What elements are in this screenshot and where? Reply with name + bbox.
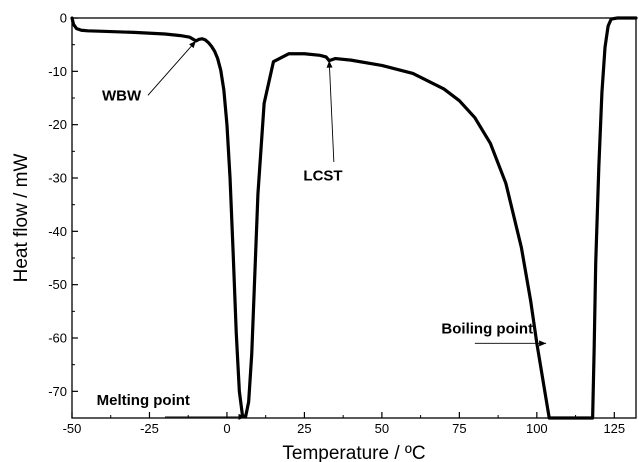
lcst-arrowhead — [326, 60, 333, 68]
y-tick-label: -40 — [48, 224, 67, 239]
wbw-pointer — [147, 40, 197, 96]
x-tick-label: 25 — [297, 421, 311, 436]
y-tick-label: -50 — [48, 277, 67, 292]
boiling-point-label: Boiling point — [441, 320, 533, 337]
x-tick-label: 0 — [223, 421, 230, 436]
x-tick-label: -25 — [140, 421, 159, 436]
plot-frame — [71, 17, 637, 419]
heat-flow-curve — [70, 16, 638, 420]
y-tick-label: -70 — [48, 384, 67, 399]
y-tick-label: -20 — [48, 117, 67, 132]
x-tick-label: 75 — [452, 421, 466, 436]
x-tick-label: 125 — [603, 421, 625, 436]
x-tick-label: 100 — [526, 421, 548, 436]
y-tick-label: -30 — [48, 171, 67, 186]
boiling-point-arrowhead — [539, 340, 547, 347]
x-tick-label: -50 — [63, 421, 82, 436]
y-tick-label: -10 — [48, 64, 67, 79]
lcst-label: LCST — [303, 167, 342, 184]
wbw-label: WBW — [102, 87, 142, 104]
melting-point-label: Melting point — [97, 392, 190, 409]
wbw-arrowhead — [189, 40, 196, 49]
y-tick-label: 0 — [60, 11, 67, 26]
lcst-pointer — [328, 60, 335, 163]
y-tick-label: -60 — [48, 331, 67, 346]
x-tick-label: 50 — [375, 421, 389, 436]
x-axis-title: Temperature / ºC — [282, 443, 425, 462]
y-axis-title: Heat flow / mW — [11, 154, 32, 283]
melting-point-arrowhead — [238, 413, 246, 420]
